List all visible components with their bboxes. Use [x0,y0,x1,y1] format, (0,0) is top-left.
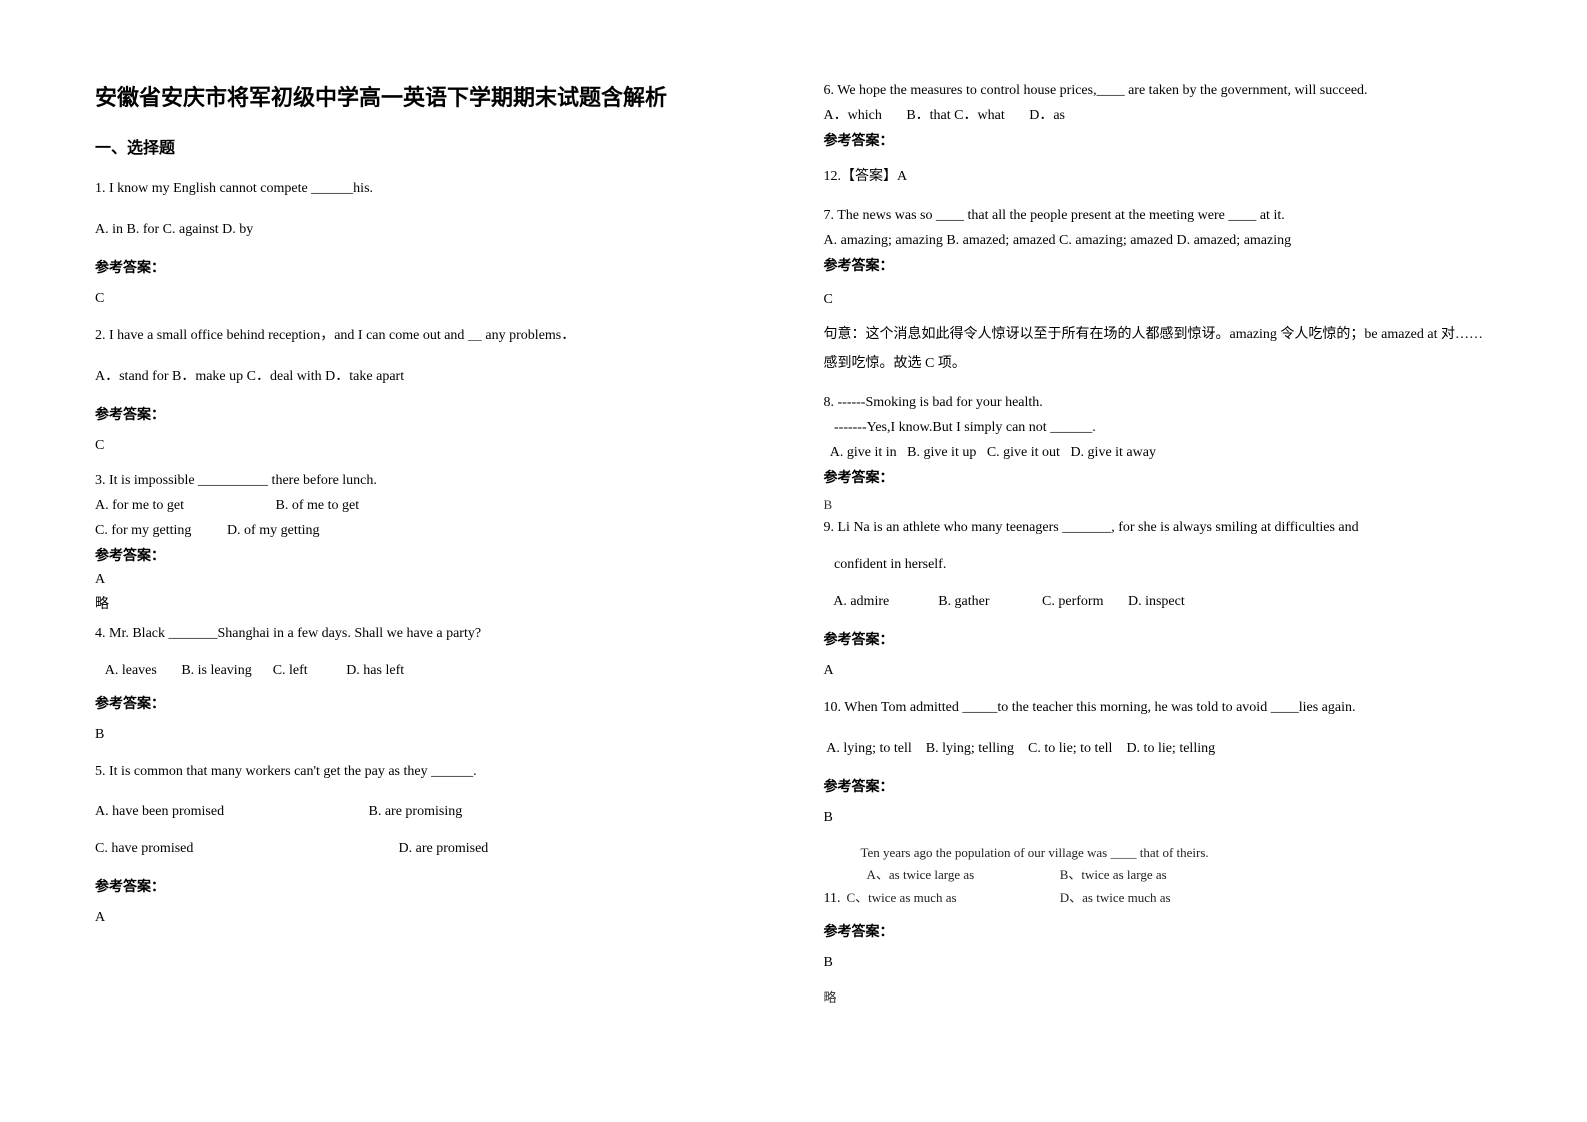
q11-note: 略 [824,987,1493,1006]
q6-options: A．which B．that C．what D．as [824,105,1493,126]
q11-options-row1: A、as twice large as B、twice as large as [846,864,1208,886]
q10-text: 10. When Tom admitted _____to the teache… [824,695,1493,722]
q11-optC: C、twice as much as [846,887,1056,909]
answer-label: 参考答案： [824,130,1493,150]
answer-label: 参考答案： [824,629,1493,649]
answer-label: 参考答案： [95,693,764,713]
q10-options: A. lying; to tell B. lying; telling C. t… [824,736,1493,763]
q5-text: 5. It is common that many workers can't … [95,759,764,786]
q11-optA: A、as twice large as [866,864,1056,886]
answer-label: 参考答案： [95,876,764,896]
q11-options-row2: C、twice as much as D、as twice much as [846,887,1208,909]
q3-optD: D. of my getting [227,523,320,538]
q5-optA: A. have been promised [95,799,365,826]
q11-optB: B、twice as large as [1060,867,1167,882]
answer-label: 参考答案： [824,255,1493,275]
q4-answer: B [95,727,764,743]
q7-answer: C [824,289,1493,310]
q11-optD: D、as twice much as [1060,890,1171,905]
q9-options: A. admire B. gather C. perform D. inspec… [824,589,1493,616]
q3-answer: A [95,569,764,590]
document-title: 安徽省安庆市将军初级中学高一英语下学期期末试题含解析 [95,80,764,112]
q9-answer: A [824,663,1493,679]
q8-line2: -------Yes,I know.But I simply can not _… [824,417,1493,438]
answer-label: 参考答案： [824,921,1493,941]
q3-options-row2: C. for my getting D. of my getting [95,520,764,541]
q2-answer: C [95,438,764,454]
q5-answer: A [95,910,764,926]
q5-options-row2: C. have promised D. are promised [95,836,764,863]
q7-options: A. amazing; amazing B. amazed; amazed C.… [824,230,1493,251]
q1-answer: C [95,291,764,307]
q10-answer: B [824,810,1493,826]
q3-note: 略 [95,594,764,615]
answer-label: 参考答案： [824,776,1493,796]
q9-text2: confident in herself. [824,552,1493,579]
q9-text: 9. Li Na is an athlete who many teenager… [824,515,1493,542]
q1-options: A. in B. for C. against D. by [95,217,764,244]
q11-content: Ten years ago the population of our vill… [846,842,1208,908]
q7-explain: 句意：这个消息如此得令人惊讶以至于所有在场的人都感到惊讶。amazing 令人吃… [824,320,1493,379]
q11-line1: Ten years ago the population of our vill… [846,842,1208,864]
q5-optB: B. are promising [369,804,463,819]
q8-answer: B [824,497,1493,513]
q11-answer: B [824,955,1493,971]
q5-options-row1: A. have been promised B. are promising [95,799,764,826]
q3-optA: A. for me to get [95,495,184,516]
q3-text: 3. It is impossible __________ there bef… [95,470,764,491]
q8-options: A. give it in B. give it up C. give it o… [824,442,1493,463]
answer-label: 参考答案： [95,404,764,424]
left-column: 安徽省安庆市将军初级中学高一英语下学期期末试题含解析 一、选择题 1. I kn… [95,80,794,1042]
answer-label: 参考答案： [95,545,764,565]
answer-label: 参考答案： [824,467,1493,487]
q4-options: A. leaves B. is leaving C. left D. has l… [95,658,764,685]
answer-label: 参考答案： [95,257,764,277]
q2-options: A．stand for B．make up C．deal with D．take… [95,364,764,391]
q3-optC: C. for my getting [95,520,191,541]
q11-block: 11. Ten years ago the population of our … [824,842,1493,908]
q6-text: 6. We hope the measures to control house… [824,80,1493,101]
section-header: 一、选择题 [95,134,764,158]
q1-text: 1. I know my English cannot compete ____… [95,176,764,203]
q5-optD: D. are promised [399,841,489,856]
q3-optB: B. of me to get [276,498,360,513]
q5-optC: C. have promised [95,836,395,863]
q7-text: 7. The news was so ____ that all the peo… [824,205,1493,226]
q8-line1: 8. ------Smoking is bad for your health. [824,392,1493,413]
q6-answer: 12.【答案】A [824,164,1493,191]
q2-text: 2. I have a small office behind receptio… [95,323,764,350]
q4-text: 4. Mr. Black _______Shanghai in a few da… [95,621,764,648]
right-column: 6. We hope the measures to control house… [794,80,1493,1042]
q3-options-row1: A. for me to get B. of me to get [95,495,764,516]
q11-number: 11. [824,891,841,909]
